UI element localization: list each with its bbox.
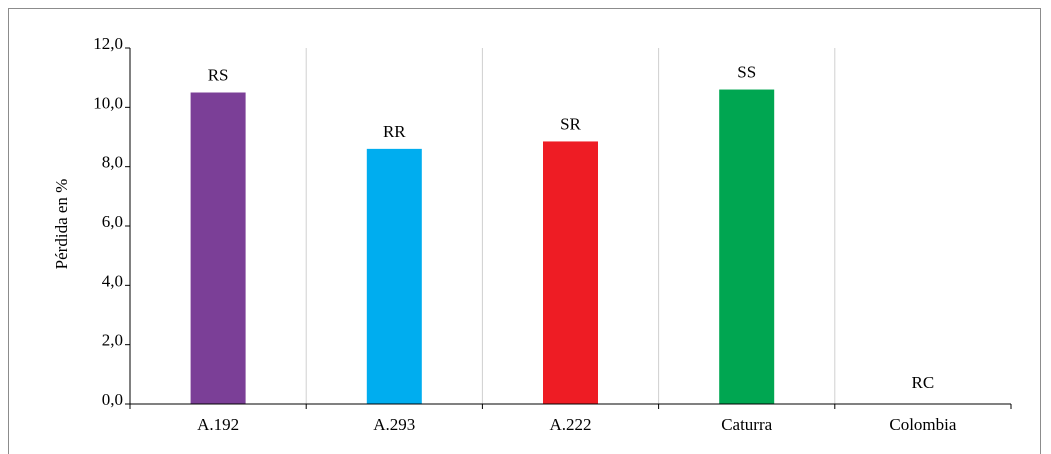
data-label: SS xyxy=(737,63,756,82)
y-tick-label: 6,0 xyxy=(102,212,123,231)
x-tick-label: A.192 xyxy=(197,415,239,434)
y-tick-label: 12,0 xyxy=(93,34,123,53)
data-label: SR xyxy=(560,114,581,133)
data-label: RC xyxy=(912,373,935,392)
axes xyxy=(125,47,1012,409)
x-tick-label: A.222 xyxy=(549,415,591,434)
y-tick-labels: 0,0 2,0 4,0 6,0 8,0 10,0 12,0 xyxy=(93,34,123,409)
bar xyxy=(366,148,422,404)
y-tick-label: 0,0 xyxy=(102,390,123,409)
x-tick-labels: A.192 A.293 A.222 Caturra Colombia xyxy=(197,415,957,434)
y-axis-title: Pérdida en % xyxy=(52,179,71,270)
category-gridlines xyxy=(305,48,836,404)
bar xyxy=(190,92,246,404)
bar xyxy=(719,89,775,405)
bars xyxy=(190,89,775,405)
y-tick-label: 10,0 xyxy=(93,93,123,112)
y-tick-label: 2,0 xyxy=(102,331,123,350)
data-labels: RS RR SR SS RC xyxy=(208,63,935,392)
x-tick-label: Colombia xyxy=(889,415,957,434)
y-tick-label: 4,0 xyxy=(102,271,123,290)
chart-frame xyxy=(8,8,1041,454)
data-label: RR xyxy=(383,122,406,141)
data-label: RS xyxy=(208,66,229,85)
y-tick-label: 8,0 xyxy=(102,153,123,172)
x-tick-label: A.293 xyxy=(373,415,415,434)
x-tick-label: Caturra xyxy=(721,415,772,434)
bar xyxy=(543,141,598,404)
